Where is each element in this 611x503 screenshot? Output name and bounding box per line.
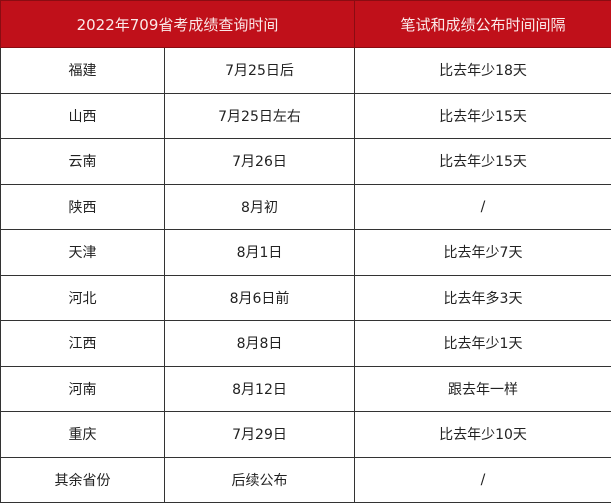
header-row: 2022年709省考成绩查询时间 笔试和成绩公布时间间隔 bbox=[1, 1, 611, 48]
province-cell: 山西 bbox=[1, 93, 165, 139]
province-cell: 其余省份 bbox=[1, 457, 165, 503]
province-cell: 云南 bbox=[1, 139, 165, 185]
province-cell: 福建 bbox=[1, 48, 165, 94]
interval-cell: 比去年少15天 bbox=[355, 93, 611, 139]
date-cell: 8月12日 bbox=[165, 366, 355, 412]
province-cell: 河南 bbox=[1, 366, 165, 412]
province-cell: 重庆 bbox=[1, 412, 165, 458]
date-cell: 8月1日 bbox=[165, 230, 355, 276]
interval-cell: 比去年少18天 bbox=[355, 48, 611, 94]
interval-cell: / bbox=[355, 184, 611, 230]
date-cell: 后续公布 bbox=[165, 457, 355, 503]
date-cell: 8月初 bbox=[165, 184, 355, 230]
province-cell: 江西 bbox=[1, 321, 165, 367]
date-cell: 7月25日左右 bbox=[165, 93, 355, 139]
date-cell: 7月26日 bbox=[165, 139, 355, 185]
date-cell: 8月8日 bbox=[165, 321, 355, 367]
interval-cell: 比去年少10天 bbox=[355, 412, 611, 458]
interval-cell: 跟去年一样 bbox=[355, 366, 611, 412]
interval-cell: 比去年少7天 bbox=[355, 230, 611, 276]
interval-cell: 比去年多3天 bbox=[355, 275, 611, 321]
date-cell: 7月25日后 bbox=[165, 48, 355, 94]
interval-cell: 比去年少15天 bbox=[355, 139, 611, 185]
date-cell: 7月29日 bbox=[165, 412, 355, 458]
header-interval: 笔试和成绩公布时间间隔 bbox=[355, 1, 611, 48]
date-cell: 8月6日前 bbox=[165, 275, 355, 321]
province-cell: 天津 bbox=[1, 230, 165, 276]
interval-cell: / bbox=[355, 457, 611, 503]
province-cell: 河北 bbox=[1, 275, 165, 321]
interval-cell: 比去年少1天 bbox=[355, 321, 611, 367]
header-query-time: 2022年709省考成绩查询时间 bbox=[1, 1, 355, 48]
province-cell: 陕西 bbox=[1, 184, 165, 230]
table-row: 其余省份后续公布/ bbox=[1, 457, 611, 503]
